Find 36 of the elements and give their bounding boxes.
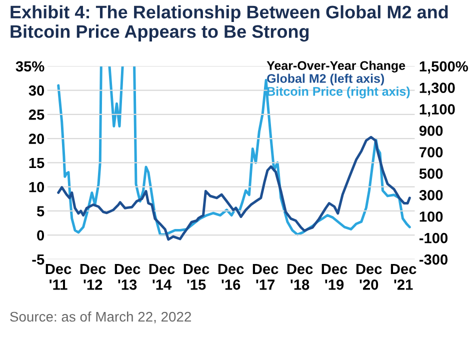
x-tick-label: Dec '19 [322, 264, 348, 290]
y2-tick-label: 1,500% [420, 61, 468, 74]
y2-tick-label: -300 [419, 254, 448, 265]
x-tick-label: Dec '17 [252, 264, 278, 290]
x-tick-label: Dec '11 [46, 264, 72, 290]
y2-tick-label: -100 [419, 232, 448, 244]
y2-tick-label: 700 [420, 147, 443, 158]
x-tick-label: Dec '14 [149, 264, 175, 290]
x-tick-label: Dec '13 [114, 264, 140, 290]
x-tick-label: Dec '21 [390, 264, 416, 290]
y2-tick-label: 900 [419, 126, 443, 136]
y2-tick-label: 300 [419, 190, 443, 200]
x-tick-label: Dec '18 [287, 264, 313, 290]
y-tick-label: 35% [16, 61, 44, 72]
y-tick-label: -5 [32, 254, 44, 265]
series-label: Bitcoin Price (right axis) [267, 86, 410, 98]
y2-tick-label: 1,300 [420, 82, 455, 96]
y2-tick-label: 1,100 [420, 104, 455, 117]
x-tick-label: Dec '15 [184, 264, 210, 290]
x-tick-label: Dec '20 [356, 264, 382, 290]
y-tick-label: 0 [37, 230, 44, 241]
y2-tick-label: 100 [420, 211, 443, 222]
source-note: Source: as of March 22, 2022 [10, 311, 191, 324]
y-tick-label: 10 [29, 182, 44, 192]
x-tick-label: Dec '12 [80, 264, 106, 290]
y-tick-label: 20 [28, 134, 44, 144]
y2-tick-label: 500 [419, 168, 443, 179]
text: Global M2 (left axis) [267, 74, 384, 86]
y-tick-label: 15 [29, 158, 44, 168]
y-tick-label: 25 [28, 110, 44, 120]
line-series [57, 136, 411, 241]
legend-title: Year-Over-Year Change [266, 60, 406, 72]
y-tick-label: 30 [28, 85, 44, 96]
x-tick-label: Dec '16 [218, 264, 244, 290]
y-tick-label: 5 [36, 206, 44, 216]
chart-title: Exhibit 4: The Relationship Between Global M2 and Bitcoin Price Appears to Be Strong [10, 5, 448, 42]
